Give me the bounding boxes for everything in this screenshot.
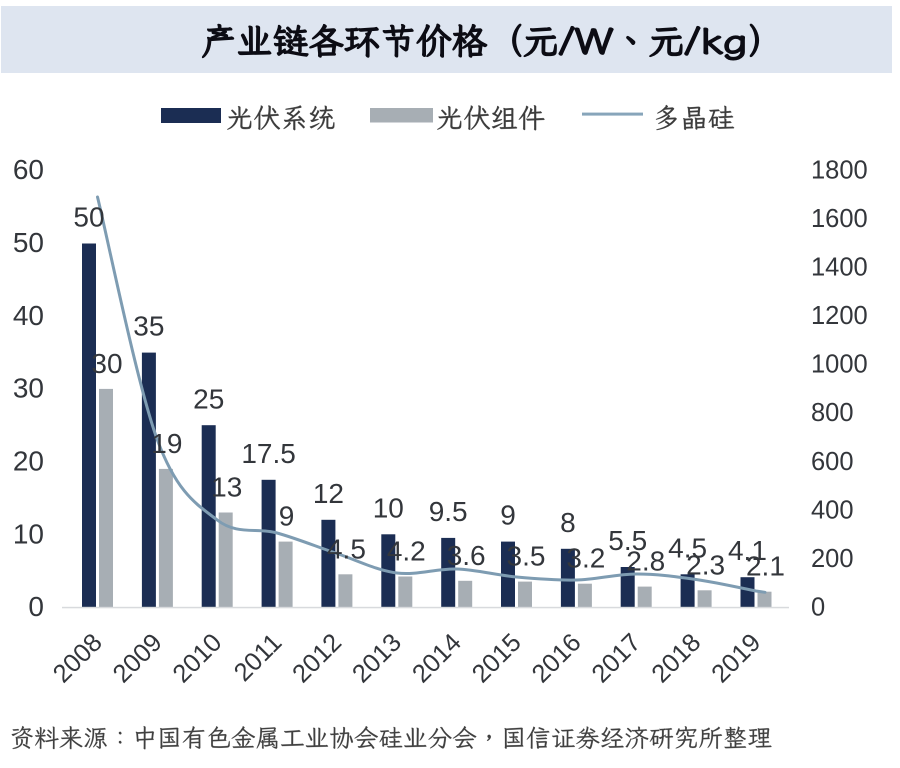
svg-text:5.5: 5.5 bbox=[608, 525, 647, 556]
svg-text:800: 800 bbox=[811, 399, 854, 427]
svg-text:0: 0 bbox=[811, 593, 825, 621]
svg-text:2.3: 2.3 bbox=[686, 549, 725, 580]
svg-text:50: 50 bbox=[13, 227, 44, 258]
svg-text:0: 0 bbox=[28, 591, 44, 622]
svg-text:17.5: 17.5 bbox=[241, 438, 296, 469]
svg-text:200: 200 bbox=[811, 545, 854, 573]
svg-text:1000: 1000 bbox=[811, 351, 868, 379]
svg-text:2017: 2017 bbox=[587, 628, 647, 688]
svg-text:3.6: 3.6 bbox=[447, 540, 486, 571]
svg-text:30: 30 bbox=[13, 373, 44, 404]
svg-text:2012: 2012 bbox=[287, 628, 347, 688]
svg-text:400: 400 bbox=[811, 496, 854, 524]
svg-text:9: 9 bbox=[279, 501, 295, 532]
svg-text:50: 50 bbox=[73, 202, 104, 233]
svg-text:12: 12 bbox=[313, 478, 344, 509]
svg-text:1800: 1800 bbox=[811, 156, 868, 184]
svg-text:8: 8 bbox=[560, 507, 576, 538]
svg-text:10: 10 bbox=[373, 492, 404, 523]
svg-text:3.5: 3.5 bbox=[507, 541, 546, 572]
svg-text:2013: 2013 bbox=[347, 628, 407, 688]
svg-text:4.5: 4.5 bbox=[668, 532, 707, 563]
svg-text:2008: 2008 bbox=[48, 628, 108, 688]
svg-text:4.5: 4.5 bbox=[327, 533, 366, 564]
svg-text:2009: 2009 bbox=[108, 628, 168, 688]
svg-text:19: 19 bbox=[151, 428, 182, 459]
svg-text:30: 30 bbox=[91, 348, 122, 379]
svg-text:4.2: 4.2 bbox=[387, 535, 426, 566]
svg-text:2.8: 2.8 bbox=[626, 546, 665, 577]
svg-text:40: 40 bbox=[13, 300, 44, 331]
svg-text:9: 9 bbox=[500, 500, 516, 531]
svg-text:20: 20 bbox=[13, 446, 44, 477]
svg-text:4.1: 4.1 bbox=[728, 535, 767, 566]
svg-text:9.5: 9.5 bbox=[429, 496, 468, 527]
svg-text:2016: 2016 bbox=[527, 628, 587, 688]
svg-text:1200: 1200 bbox=[811, 302, 868, 330]
svg-text:1400: 1400 bbox=[811, 254, 868, 282]
svg-text:25: 25 bbox=[193, 383, 224, 414]
svg-text:35: 35 bbox=[133, 311, 164, 342]
svg-text:2014: 2014 bbox=[407, 628, 467, 688]
svg-text:3.2: 3.2 bbox=[566, 543, 605, 574]
svg-text:2011: 2011 bbox=[229, 628, 288, 687]
svg-text:2010: 2010 bbox=[168, 628, 228, 688]
svg-text:2019: 2019 bbox=[706, 628, 766, 688]
svg-text:13: 13 bbox=[211, 471, 242, 502]
svg-text:2018: 2018 bbox=[646, 628, 706, 688]
svg-text:60: 60 bbox=[13, 154, 44, 185]
svg-text:1600: 1600 bbox=[811, 205, 868, 233]
svg-text:2.1: 2.1 bbox=[746, 551, 785, 582]
svg-text:600: 600 bbox=[811, 448, 854, 476]
svg-text:2015: 2015 bbox=[467, 628, 527, 688]
svg-text:10: 10 bbox=[13, 518, 44, 549]
